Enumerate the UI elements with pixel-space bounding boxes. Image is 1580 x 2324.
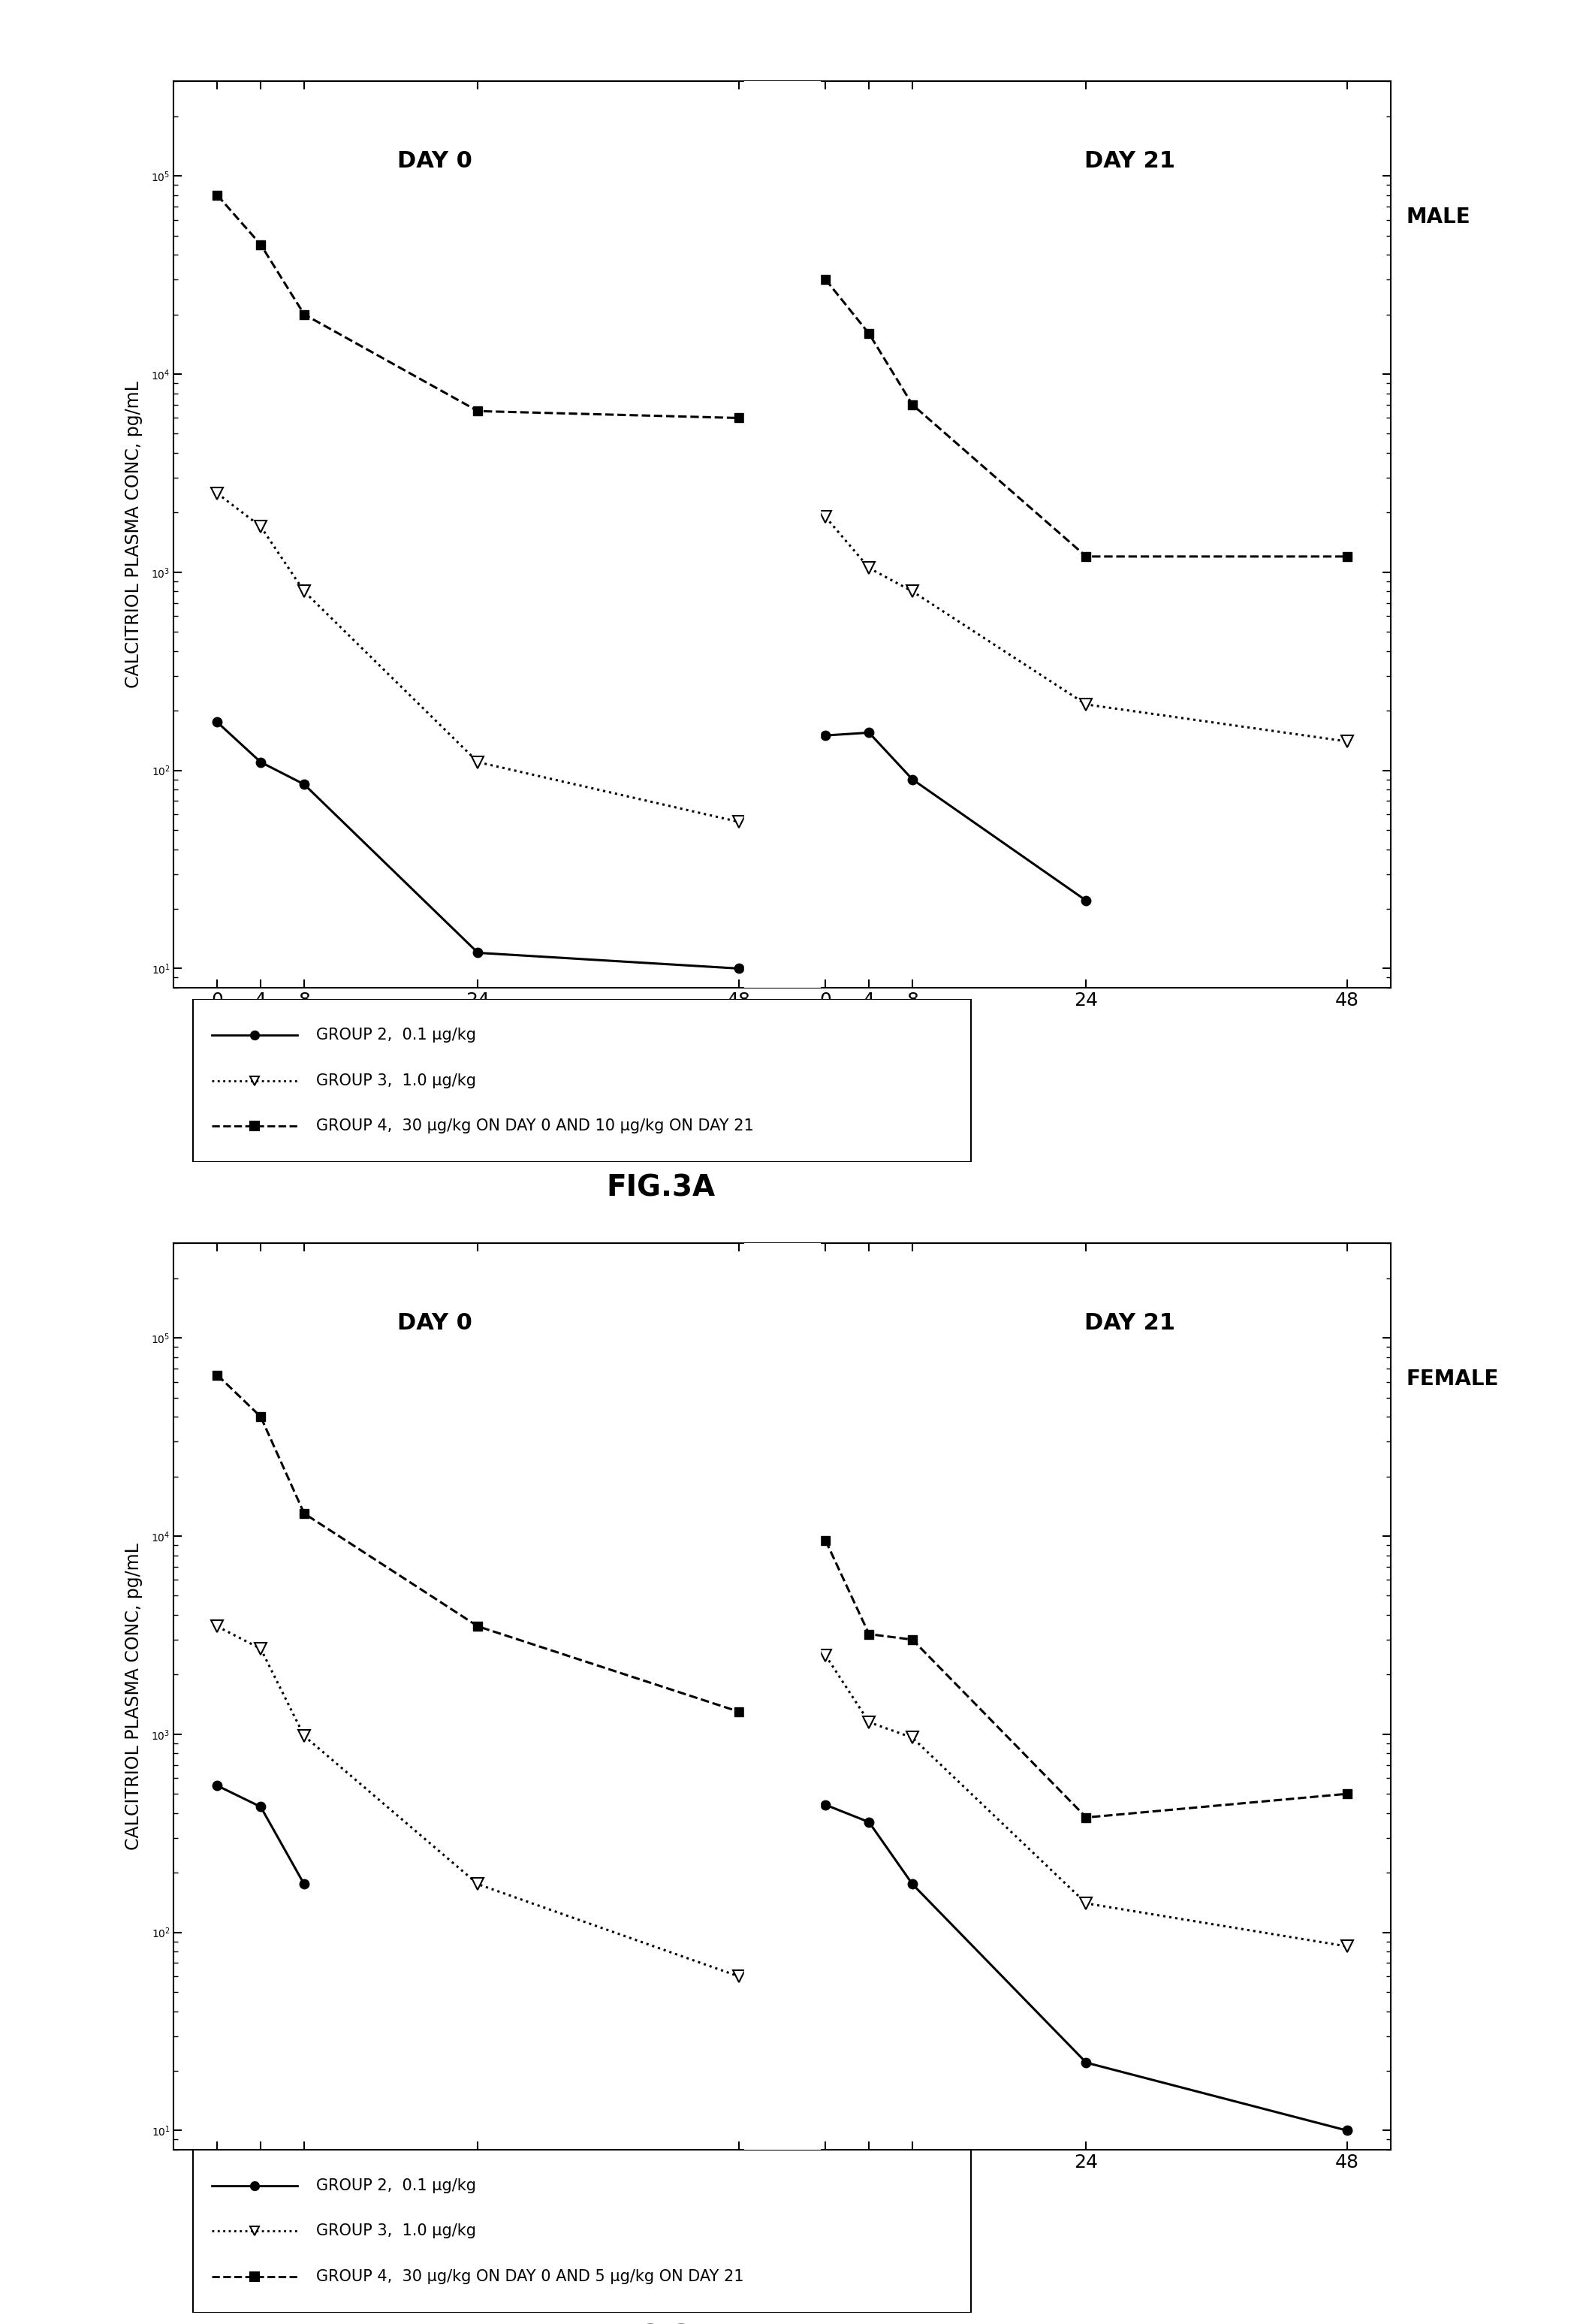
Text: FIG.3A: FIG.3A [607,1174,714,1202]
Y-axis label: CALCITRIOL PLASMA CONC, pg/mL: CALCITRIOL PLASMA CONC, pg/mL [125,381,142,688]
Text: GROUP 3,  1.0 μg/kg: GROUP 3, 1.0 μg/kg [316,1074,476,1088]
Text: DAY 21: DAY 21 [1084,151,1176,172]
Bar [744,81,820,988]
Text: GROUP 2,  0.1 μg/kg: GROUP 2, 0.1 μg/kg [316,2178,476,2194]
Y-axis label: CALCITRIOL PLASMA CONC, pg/mL: CALCITRIOL PLASMA CONC, pg/mL [125,1543,142,1850]
Text: GROUP 4,  30 μg/kg ON DAY 0 AND 10 μg/kg ON DAY 21: GROUP 4, 30 μg/kg ON DAY 0 AND 10 μg/kg … [316,1118,754,1134]
Text: FEMALE: FEMALE [1406,1369,1499,1390]
X-axis label: TIME FOLLOWING DOSE, HOUR: TIME FOLLOWING DOSE, HOUR [637,2178,927,2196]
Bar [193,999,972,1162]
Bar [193,2150,972,2312]
Text: DAY 0: DAY 0 [397,1313,472,1334]
X-axis label: TIME FOLLOWING DOSE, HOUR: TIME FOLLOWING DOSE, HOUR [637,1016,927,1034]
Text: GROUP 3,  1.0 μg/kg: GROUP 3, 1.0 μg/kg [316,2224,476,2238]
Text: MALE: MALE [1406,207,1471,228]
Bar [744,1243,820,2150]
Text: DAY 0: DAY 0 [397,151,472,172]
Text: GROUP 2,  0.1 μg/kg: GROUP 2, 0.1 μg/kg [316,1027,476,1043]
Text: GROUP 4,  30 μg/kg ON DAY 0 AND 5 μg/kg ON DAY 21: GROUP 4, 30 μg/kg ON DAY 0 AND 5 μg/kg O… [316,2268,744,2284]
Text: DAY 21: DAY 21 [1084,1313,1176,1334]
